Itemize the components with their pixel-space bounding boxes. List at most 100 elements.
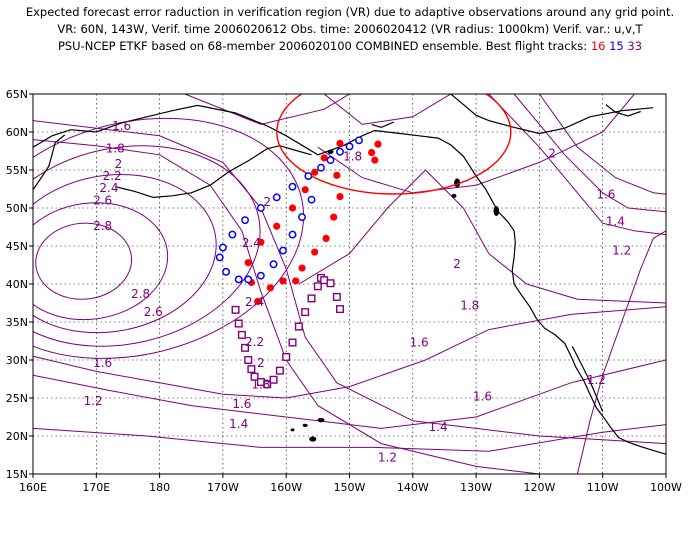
contour-line: [323, 94, 452, 125]
coastline-segment: [115, 145, 312, 199]
flight-tracks: [215, 136, 382, 389]
track-point-square: [247, 365, 256, 374]
contour-label: 2.2: [103, 169, 122, 183]
y-tick-label: 40N: [6, 278, 28, 291]
track-point-dot: [273, 222, 281, 230]
x-tick-label: 170W: [207, 481, 239, 494]
track-point-circle: [241, 216, 250, 225]
x-tick-label: 180: [149, 481, 170, 494]
track-point-circle: [336, 147, 344, 156]
track-point-dot: [301, 186, 309, 194]
contour-label: 2.6: [144, 305, 163, 319]
contour-label: 2: [257, 356, 265, 370]
contour-label: 2: [548, 146, 556, 160]
y-tick-label: 35N: [6, 316, 28, 329]
contour-line: [488, 94, 666, 236]
track-point-circle: [218, 243, 227, 252]
contour-line: [33, 174, 217, 334]
x-tick-label: 170E: [82, 481, 110, 494]
island-shape: [290, 428, 295, 432]
contour-line: [538, 94, 666, 195]
track-point-dot: [311, 248, 319, 256]
track-legend: 16 15 33: [591, 39, 642, 53]
track-point-dot: [266, 284, 274, 292]
coastline-segment: [371, 121, 395, 129]
y-tick-label: 50N: [6, 202, 28, 215]
flight-track-16: [244, 139, 382, 306]
track-point-square: [269, 375, 278, 384]
contour-label: 2.8: [131, 287, 150, 301]
verification-region-circle: [276, 94, 512, 195]
y-tick-label: 25N: [6, 392, 28, 405]
island-shape: [451, 193, 457, 198]
track-point-square: [241, 343, 250, 352]
track-point-square: [231, 305, 240, 314]
coastline-segment: [605, 104, 641, 117]
x-tick-label: 160E: [19, 481, 47, 494]
contour-label: 1.2: [587, 373, 606, 387]
track-point-circle: [256, 271, 265, 280]
verification-circle: [276, 94, 512, 195]
title-line-3: PSU-NCEP ETKF based on 68-member 2006020…: [0, 38, 700, 55]
track-point-square: [313, 282, 322, 291]
y-tick-label: 45N: [6, 240, 28, 253]
island-shape: [327, 149, 334, 154]
x-tick-label: 140W: [397, 481, 429, 494]
track-legend-15: 15: [605, 39, 624, 53]
track-point-square: [320, 276, 329, 285]
y-tick-label: 30N: [6, 354, 28, 367]
contour-label: 2.4: [242, 236, 261, 250]
track-point-dot: [333, 171, 341, 179]
track-point-circle: [222, 267, 231, 276]
track-point-dot: [254, 297, 262, 306]
coastline-segment: [450, 94, 654, 135]
track-point-dot: [368, 148, 376, 157]
contour-label: 1.4: [429, 420, 448, 434]
contour-label: 1.4: [229, 417, 248, 431]
x-tick-label: 130W: [460, 481, 492, 494]
island-shape: [493, 206, 500, 217]
track-point-dot: [374, 140, 382, 148]
contour-label: 1.2: [612, 244, 631, 258]
track-point-circle: [317, 163, 325, 172]
coastline-segment: [33, 134, 66, 191]
track-point-square: [263, 380, 272, 389]
figure-header: Expected forecast error raduction in ver…: [0, 4, 700, 55]
contour-line: [576, 230, 666, 474]
contour-label: 1.2: [84, 394, 103, 408]
contour-label: 2: [453, 257, 461, 271]
contour-label: 1.8: [106, 142, 125, 156]
track-point-dot: [298, 264, 306, 272]
coastline-segment: [571, 346, 604, 412]
track-point-circle: [279, 246, 287, 255]
track-point-square: [275, 366, 284, 375]
x-tick-label: 100W: [650, 481, 682, 494]
track-point-circle: [269, 260, 278, 269]
track-point-circle: [256, 204, 265, 212]
track-point-dot: [292, 277, 300, 285]
contour-line: [33, 424, 666, 452]
track-point-circle: [234, 275, 243, 284]
coastline-segment: [33, 104, 666, 455]
track-point-circle: [345, 142, 354, 151]
coastlines: [33, 94, 666, 455]
track-point-dot: [257, 238, 265, 246]
contour-label: 2.8: [93, 219, 112, 233]
contour-line: [33, 202, 169, 321]
track-point-dot: [371, 156, 379, 164]
contour-labels: 1.61.822.22.42.62.822.42.82.62.42.221.81…: [84, 119, 632, 464]
title-line-2: VR: 60N, 143W, Verif. time 2006020612 Ob…: [57, 22, 643, 36]
track-point-circle: [307, 195, 316, 204]
y-tick-label: 55N: [6, 164, 28, 177]
x-axis-ticks: 160E 170E 180 170W 160W 150W 140W 130W 120W 110W 1…: [19, 474, 682, 494]
track-point-circle: [215, 253, 224, 262]
island-shape: [317, 417, 325, 423]
contour-line: [33, 145, 261, 347]
track-point-dot: [320, 154, 328, 162]
error-reduction-contours: [33, 94, 666, 474]
contour-label: 2.6: [93, 193, 112, 207]
track-point-square: [301, 308, 310, 317]
track-point-square: [294, 322, 303, 331]
contour-line: [33, 120, 666, 445]
